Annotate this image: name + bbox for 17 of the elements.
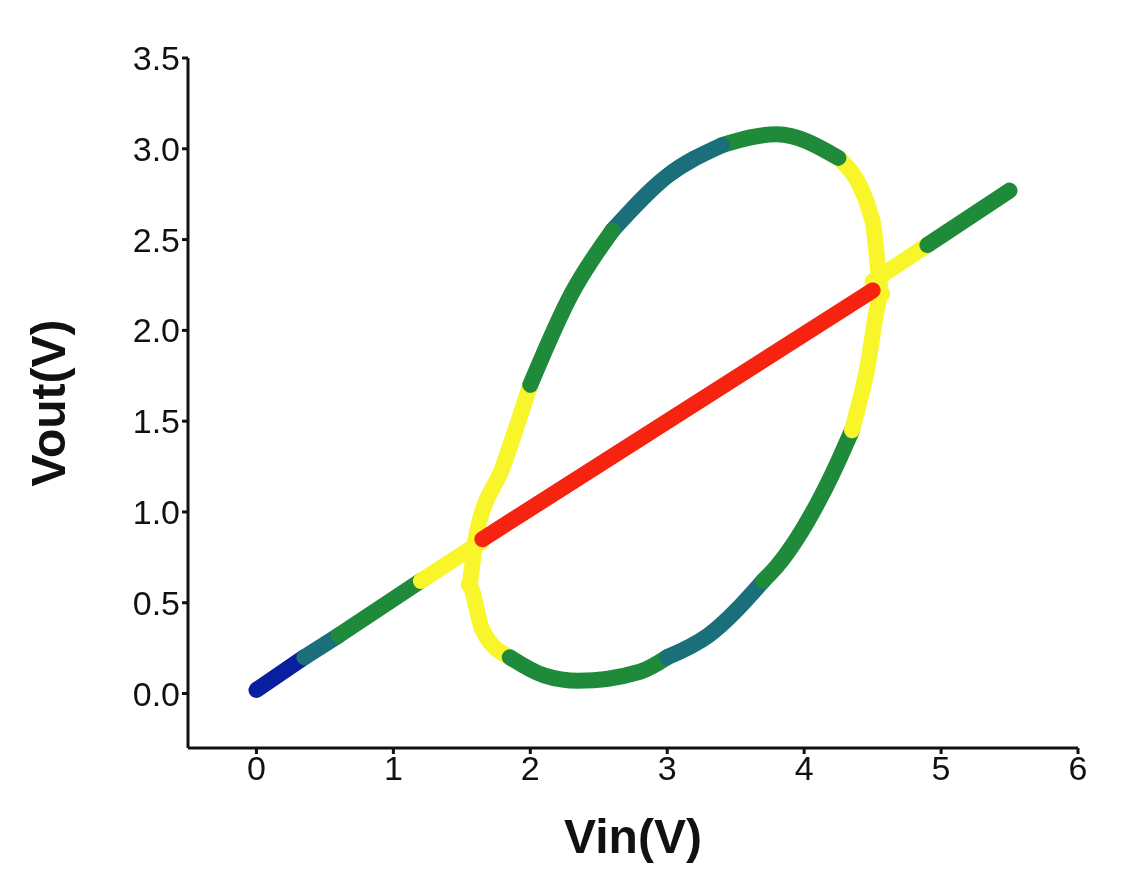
y-tick-label: 2.0 (132, 311, 180, 350)
y-axis-title: Vout(V) (22, 319, 76, 487)
y-tick-label: 3.0 (132, 129, 180, 168)
y-tick-label: 2.5 (132, 220, 180, 259)
x-tick-label: 0 (247, 749, 266, 788)
x-tick-label: 1 (383, 749, 403, 788)
x-tick-label: 3 (657, 749, 677, 788)
x-tick-label: 4 (794, 749, 814, 788)
y-tick-label: 3.5 (132, 39, 180, 78)
y-tick-label: 0.0 (132, 674, 180, 713)
x-tick-label: 2 (520, 749, 540, 788)
y-tick-label: 1.0 (132, 493, 180, 532)
x-tick-label: 6 (1068, 749, 1088, 788)
x-tick-label: 5 (931, 749, 951, 788)
x-axis-title: Vin(V) (564, 810, 702, 863)
y-tick-label: 0.5 (132, 583, 180, 622)
y-tick-label: 1.5 (132, 402, 180, 441)
